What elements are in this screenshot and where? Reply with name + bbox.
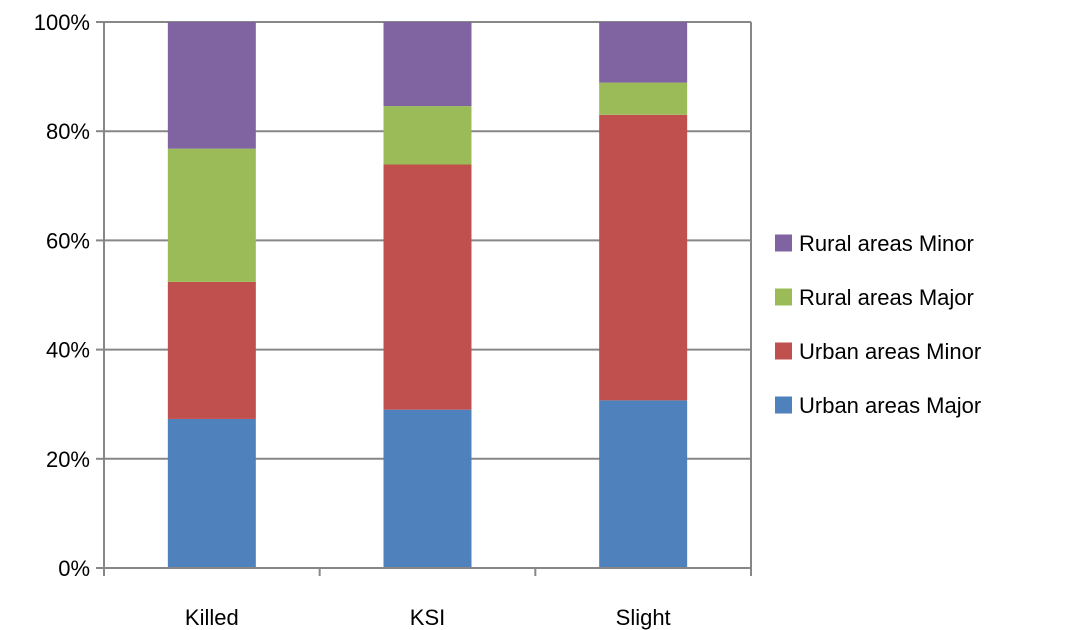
y-tick-label: 100% [34,10,90,35]
bar-segment [167,148,256,282]
bar-segment [599,82,688,115]
bar-segment [167,281,256,419]
legend-swatch [775,288,792,306]
bar-segment [599,114,688,401]
axes [96,21,752,576]
bar-segment [167,22,256,149]
legend-swatch [775,342,792,360]
legend-label: Urban areas Major [799,393,981,418]
legend-label: Rural areas Major [799,285,974,310]
bar-segment [599,22,688,83]
y-tick-label: 80% [46,119,90,144]
legend-swatch [775,396,792,414]
bar-segment [167,418,256,568]
bar-segment [599,400,688,568]
legend-label: Rural areas Minor [799,231,974,256]
bars [167,22,688,568]
x-tick-label: KSI [410,605,445,630]
y-tick-label: 0% [58,556,90,581]
bar-segment [383,409,472,568]
y-tick-label: 60% [46,228,90,253]
legend-label: Urban areas Minor [799,339,981,364]
x-tick-label: Slight [616,605,671,630]
bar-segment [383,164,472,410]
bar-segment [383,106,472,165]
y-tick-label: 40% [46,338,90,363]
tick-labels: 0% 20% 40% 60% 80% 100% Killed KSI Slight [34,10,671,630]
bar-segment [383,22,472,107]
legend: Rural areas Minor Rural areas Major Urban … [775,231,981,418]
legend-swatch [775,234,792,252]
x-tick-label: Killed [185,605,239,630]
y-tick-label: 20% [46,447,90,472]
